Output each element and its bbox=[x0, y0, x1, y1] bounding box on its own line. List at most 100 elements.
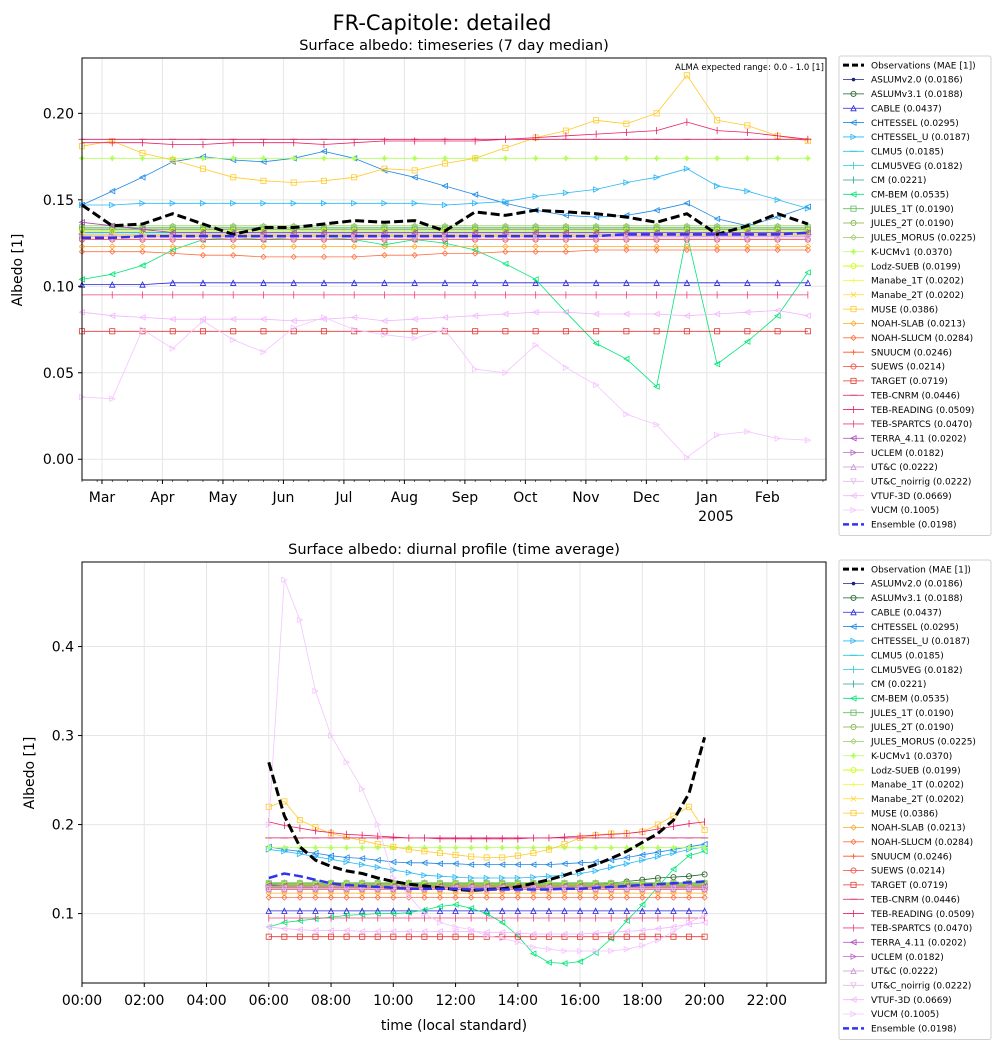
timeseries-point-k-ucmv1 bbox=[261, 156, 266, 161]
timeseries-point-k-ucmv1 bbox=[745, 156, 750, 161]
diurnal-ytick-label: 0.4 bbox=[52, 640, 74, 656]
timeseries-chart: Surface albedo: timeseries (7 day median… bbox=[10, 38, 991, 536]
diurnal-legend-label: UT&C_noirrig (0.0222) bbox=[871, 982, 971, 992]
timeseries-point-k-ucmv1 bbox=[775, 156, 780, 161]
timeseries-series-teb-spartcs bbox=[82, 291, 808, 298]
diurnal-xtick-label: 02:00 bbox=[124, 993, 164, 1009]
timeseries-legend-label: JULES_1T (0.0190) bbox=[870, 205, 954, 215]
timeseries-point-k-ucmv1 bbox=[594, 156, 599, 161]
timeseries-legend-label: MUSE (0.0386) bbox=[871, 305, 938, 315]
timeseries-xtick-label: Sep bbox=[452, 490, 479, 506]
diurnal-point-k-ucmv1 bbox=[702, 845, 707, 850]
timeseries-xtick-label: May bbox=[208, 490, 237, 506]
timeseries-point-k-ucmv1 bbox=[533, 156, 538, 161]
timeseries-ytick-label: 0.05 bbox=[43, 366, 74, 382]
diurnal-point-k-ucmv1 bbox=[515, 845, 520, 850]
timeseries-series-vtuf-3d bbox=[79, 308, 810, 324]
timeseries-year-label: 2005 bbox=[698, 509, 734, 525]
diurnal-xtick-label: 16:00 bbox=[560, 993, 600, 1009]
diurnal-legend-label: Ensemble (0.0198) bbox=[871, 1025, 957, 1035]
diurnal-legend-label: NOAH-SLUCM (0.0284) bbox=[871, 838, 973, 848]
timeseries-point-k-ucmv1 bbox=[321, 156, 326, 161]
timeseries-xtick-label: Oct bbox=[513, 490, 538, 506]
timeseries-legend-label: NOAH-SLUCM (0.0284) bbox=[871, 334, 973, 344]
diurnal-series-vucm bbox=[266, 577, 707, 953]
diurnal-point-k-ucmv1 bbox=[375, 845, 380, 850]
timeseries-legend-label: TEB-CNRM (0.0446) bbox=[870, 391, 960, 401]
timeseries-ytick-label: 0.10 bbox=[43, 279, 74, 295]
timeseries-point-cm-bem bbox=[805, 270, 810, 275]
timeseries-point-k-ucmv1 bbox=[624, 156, 629, 161]
diurnal-legend-label: UT&C (0.0222) bbox=[871, 967, 938, 977]
diurnal-title: Surface albedo: diurnal profile (time av… bbox=[288, 542, 620, 558]
timeseries-legend-label: VUCM (0.1005) bbox=[871, 506, 939, 516]
timeseries-legend-label: VTUF-3D (0.0669) bbox=[871, 492, 952, 502]
diurnal-axes-frame bbox=[82, 562, 826, 983]
diurnal-series-teb-reading bbox=[269, 818, 705, 842]
diurnal-ytick-label: 0.3 bbox=[52, 729, 74, 745]
diurnal-legend-label: TEB-READING (0.0509) bbox=[870, 910, 974, 920]
timeseries-title: Surface albedo: timeseries (7 day median… bbox=[299, 38, 609, 54]
timeseries-legend-label: TEB-SPARTCS (0.0470) bbox=[870, 420, 972, 430]
timeseries-series-cm-bem bbox=[79, 232, 810, 389]
diurnal-point-k-ucmv1 bbox=[422, 845, 427, 850]
diurnal-legend-label: JULES_1T (0.0190) bbox=[870, 709, 954, 719]
timeseries-point-k-ucmv1 bbox=[503, 156, 508, 161]
diurnal-point-k-ucmv1 bbox=[360, 845, 365, 850]
diurnal-legend-label: SUEWS (0.0214) bbox=[871, 867, 945, 877]
diurnal-series-teb-spartcs bbox=[269, 914, 705, 921]
diurnal-line-vtuf-3d bbox=[269, 923, 705, 935]
timeseries-xtick-label: Mar bbox=[89, 490, 116, 506]
diurnal-xtick-label: 08:00 bbox=[311, 993, 351, 1009]
diurnal-legend-label: ASLUMv2.0 (0.0186) bbox=[871, 580, 963, 590]
diurnal-legend-label: CABLE (0.0437) bbox=[871, 608, 942, 618]
timeseries-xtick-label: Feb bbox=[755, 490, 780, 506]
diurnal-xtick-label: 18:00 bbox=[622, 993, 662, 1009]
timeseries-point-k-ucmv1 bbox=[110, 156, 115, 161]
timeseries-xtick-label: Jun bbox=[271, 490, 294, 506]
timeseries-legend-label: UT&C (0.0222) bbox=[871, 463, 938, 473]
diurnal-series-k-ucmv1 bbox=[266, 845, 707, 850]
diurnal-point-k-ucmv1 bbox=[453, 845, 458, 850]
diurnal-xtick-label: 04:00 bbox=[186, 993, 226, 1009]
timeseries-legend-label: UT&C_noirrig (0.0222) bbox=[871, 478, 971, 488]
diurnal-legend-label: TERRA_4.11 (0.0202) bbox=[870, 938, 966, 948]
diurnal-legend-marker bbox=[852, 582, 855, 585]
timeseries-line-cm-bem bbox=[82, 234, 808, 386]
timeseries-legend-label: ASLUMv2.0 (0.0186) bbox=[871, 76, 963, 86]
timeseries-xtick-label: Apr bbox=[150, 490, 174, 506]
timeseries-point-k-ucmv1 bbox=[715, 156, 720, 161]
diurnal-legend-label: NOAH-SLAB (0.0213) bbox=[871, 824, 965, 834]
timeseries-ytick-label: 0.00 bbox=[43, 452, 74, 468]
timeseries-legend-label: TARGET (0.0719) bbox=[870, 377, 948, 387]
diurnal-legend-label: CHTESSEL_U (0.0187) bbox=[871, 637, 970, 647]
timeseries-legend-label: Manabe_1T (0.0202) bbox=[871, 277, 964, 287]
timeseries-ylabel: Albedo [1] bbox=[10, 234, 26, 307]
diurnal-legend-label: TEB-CNRM (0.0446) bbox=[870, 895, 960, 905]
diurnal-legend-label: CHTESSEL (0.0295) bbox=[871, 623, 959, 633]
diurnal-xtick-label: 14:00 bbox=[498, 993, 538, 1009]
timeseries-legend-label: NOAH-SLAB (0.0213) bbox=[871, 320, 965, 330]
diurnal-point-k-ucmv1 bbox=[609, 845, 614, 850]
timeseries-series-muse bbox=[79, 73, 810, 185]
timeseries-legend-label: CM-BEM (0.0535) bbox=[871, 191, 949, 201]
diurnal-legend-label: TEB-SPARTCS (0.0470) bbox=[870, 924, 972, 934]
diurnal-legend-label: K-UCMv1 (0.0370) bbox=[871, 752, 952, 762]
diurnal-legend-label: Manabe_2T (0.0202) bbox=[871, 795, 964, 805]
timeseries-legend-label: TERRA_4.11 (0.0202) bbox=[870, 434, 966, 444]
timeseries-legend-label: SNUUCM (0.0246) bbox=[871, 348, 952, 358]
diurnal-legend-label: VUCM (0.1005) bbox=[871, 1010, 939, 1020]
diurnal-legend-label: UCLEM (0.0182) bbox=[871, 953, 944, 963]
diurnal-xtick-label: 06:00 bbox=[249, 993, 289, 1009]
diurnal-legend-label: Manabe_1T (0.0202) bbox=[871, 781, 964, 791]
diurnal-xtick-label: 20:00 bbox=[684, 993, 724, 1009]
figure-suptitle: FR-Capitole: detailed bbox=[333, 11, 552, 35]
diurnal-legend-label: Observation (MAE [1]) bbox=[871, 565, 971, 575]
diurnal-line-chtessel-u bbox=[269, 847, 705, 878]
timeseries-point-k-ucmv1 bbox=[412, 156, 417, 161]
diurnal-point-k-ucmv1 bbox=[437, 845, 442, 850]
diurnal-point-k-ucmv1 bbox=[344, 845, 349, 850]
timeseries-legend-label: Ensemble (0.0198) bbox=[871, 521, 957, 531]
diurnal-legend-label: JULES_MORUS (0.0225) bbox=[870, 738, 976, 748]
